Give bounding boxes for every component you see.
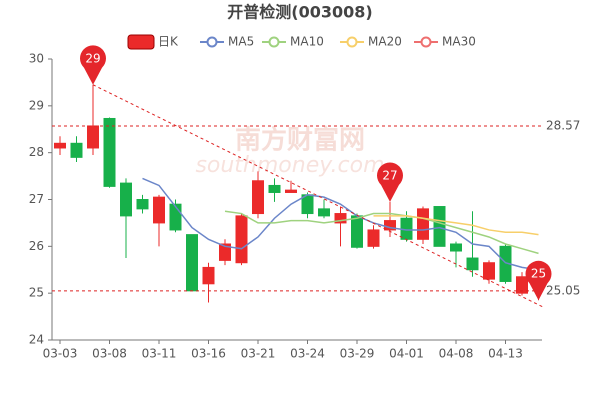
candle-body <box>285 189 297 193</box>
legend-icon <box>420 36 432 48</box>
y-tick-label: 25 <box>29 286 44 300</box>
y-tick-label: 24 <box>29 333 44 347</box>
x-tick-label: 03-08 <box>92 347 127 361</box>
candle-body <box>169 203 182 231</box>
x-tick-label: 03-24 <box>290 347 325 361</box>
mark-pin-label: 27 <box>382 168 397 182</box>
candle-body <box>466 257 479 271</box>
candle-body <box>351 215 363 248</box>
x-tick-label: 04-01 <box>389 347 424 361</box>
candle-body <box>417 208 429 240</box>
ma-line <box>373 215 539 236</box>
mark-line-label: 28.57 <box>546 118 580 132</box>
candle-body <box>334 213 347 224</box>
mark-pin-label: 29 <box>85 51 100 65</box>
legend-icon <box>206 36 218 48</box>
candle-body <box>450 243 462 252</box>
legend-label: MA30 <box>442 35 476 49</box>
x-tick-label: 03-11 <box>142 347 177 361</box>
candle-body <box>318 208 330 217</box>
legend-icon <box>127 34 155 50</box>
candle-body <box>103 117 116 187</box>
mark-line-label: 25.05 <box>546 283 580 297</box>
watermark: southmoney.com <box>195 153 384 178</box>
watermark: 南方财富网 <box>235 125 365 156</box>
candle-body <box>120 182 132 217</box>
candle-body <box>54 142 66 149</box>
legend-icon <box>346 36 358 48</box>
candle-body <box>202 266 215 285</box>
candle-body <box>252 180 264 215</box>
x-tick-label: 04-08 <box>439 347 474 361</box>
mark-pin-label: 25 <box>531 267 546 281</box>
candle-body <box>235 215 248 264</box>
mark-pin <box>80 45 107 85</box>
x-tick-label: 03-03 <box>43 347 78 361</box>
mark-pin <box>525 260 552 301</box>
chart-title: 开普检测(003008) <box>227 3 372 22</box>
candle-body <box>186 234 198 292</box>
candle-body <box>70 142 83 158</box>
candle-body <box>219 243 231 261</box>
candle-body <box>153 196 165 224</box>
legend-label: 日K <box>158 35 179 49</box>
ma-line <box>224 210 539 255</box>
x-tick-label: 03-21 <box>241 347 276 361</box>
ma-line <box>142 177 539 271</box>
y-tick-label: 30 <box>29 52 44 66</box>
x-tick-label: 04-13 <box>488 347 523 361</box>
legend-label: MA5 <box>228 35 254 49</box>
candle-body <box>367 229 380 247</box>
legend-label: MA20 <box>368 35 402 49</box>
candle-body <box>136 199 149 210</box>
legend-label: MA10 <box>290 35 324 49</box>
mark-pin <box>377 162 403 202</box>
candle-body <box>384 220 396 231</box>
y-tick-label: 28 <box>29 145 44 159</box>
y-tick-label: 27 <box>29 192 44 206</box>
candle-body <box>433 206 446 247</box>
candle-body <box>87 125 99 149</box>
candle-body <box>483 262 495 280</box>
x-tick-label: 03-29 <box>340 347 375 361</box>
y-tick-label: 26 <box>29 239 44 253</box>
x-tick-label: 03-16 <box>191 347 226 361</box>
candle-body <box>268 184 281 193</box>
legend-icon <box>268 36 280 48</box>
y-tick-label: 29 <box>29 98 44 112</box>
candle-body <box>516 276 528 294</box>
